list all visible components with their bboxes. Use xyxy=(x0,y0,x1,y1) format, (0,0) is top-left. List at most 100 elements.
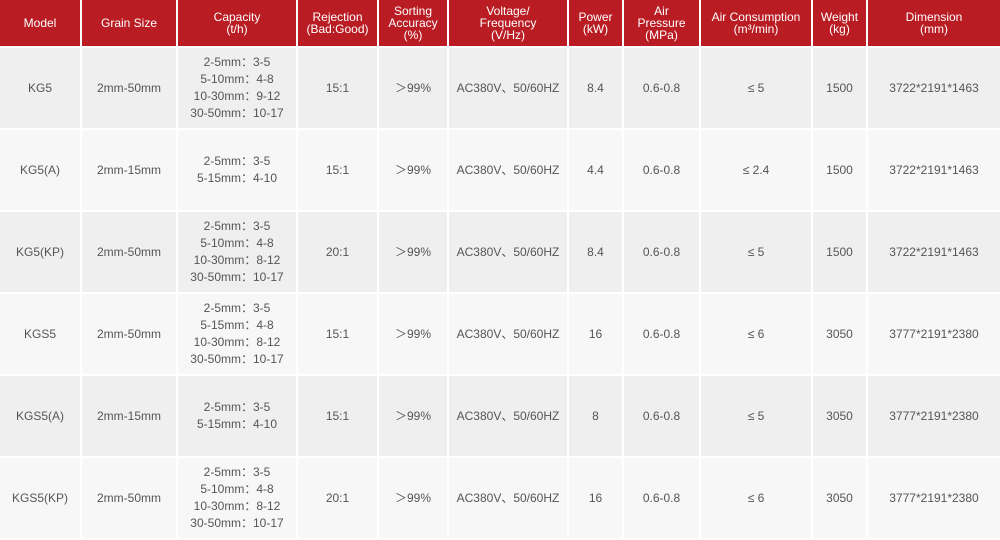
cell-capacity: 2-5mm：3-5 5-15mm：4-10 xyxy=(177,129,298,212)
cell-air-pressure: 0.6-0.8 xyxy=(623,375,701,458)
cell-sorting-accuracy: ＞99% xyxy=(378,47,449,130)
cell-capacity: 2-5mm：3-5 5-10mm：4-8 10-30mm：8-12 30-50mm：1… xyxy=(177,211,298,294)
header-text: Air xyxy=(654,4,669,18)
cell-dimension: 3722*2191*1463 xyxy=(867,129,1000,212)
header-text: (t/h) xyxy=(226,22,248,36)
header-text: (kg) xyxy=(829,22,850,36)
cell-sorting-accuracy: ＞99% xyxy=(378,375,449,458)
header-text: Model xyxy=(23,16,57,30)
header-power: Power (kW) xyxy=(568,0,624,48)
capacity-line: 30-50mm：10-17 xyxy=(190,106,284,120)
header-text: Weight xyxy=(820,10,859,24)
header-text: (Bad:Good) xyxy=(306,22,369,36)
header-text: (m³/min) xyxy=(733,22,779,36)
header-text: (MPa) xyxy=(645,28,678,42)
capacity-line: 10-30mm：8-12 xyxy=(193,499,281,513)
cell-weight: 1500 xyxy=(812,211,868,294)
cell-weight: 3050 xyxy=(812,375,868,458)
cell-weight: 1500 xyxy=(812,129,868,212)
header-grain-size: Grain Size xyxy=(81,0,178,48)
cell-power: 16 xyxy=(568,457,624,540)
cell-air-consumption: ≤ 5 xyxy=(700,211,813,294)
capacity-line: 5-10mm：4-8 xyxy=(200,236,274,250)
cell-grain-size: 2mm-50mm xyxy=(81,293,178,376)
cell-air-pressure: 0.6-0.8 xyxy=(623,211,701,294)
cell-rejection: 15:1 xyxy=(297,47,379,130)
capacity-line: 5-15mm：4-10 xyxy=(196,171,278,185)
cell-air-consumption: ≤ 6 xyxy=(700,457,813,540)
table-row: KGS5 2mm-50mm 2-5mm：3-5 5-15mm：4-8 10-30mm：8… xyxy=(0,293,1000,376)
cell-grain-size: 2mm-15mm xyxy=(81,129,178,212)
cell-air-consumption: ≤ 6 xyxy=(700,293,813,376)
header-dimension: Dimension (mm) xyxy=(867,0,1000,48)
header-text: Voltage/ xyxy=(486,4,530,18)
header-row: Model Grain Size Capacity (t/h) Rejection (Ba… xyxy=(0,0,1000,48)
header-sorting-accuracy: Sorting Accuracy (%) xyxy=(378,0,449,48)
header-model: Model xyxy=(0,0,82,48)
capacity-line: 5-15mm：4-8 xyxy=(200,318,274,332)
header-text: (mm) xyxy=(920,22,948,36)
cell-weight: 3050 xyxy=(812,293,868,376)
cell-power: 4.4 xyxy=(568,129,624,212)
capacity-line: 5-10mm：4-8 xyxy=(200,482,274,496)
header-text: Capacity xyxy=(213,10,261,24)
header-text: Rejection xyxy=(312,10,363,24)
header-voltage-frequency: Voltage/Frequency (V/Hz) xyxy=(448,0,569,48)
cell-capacity: 2-5mm：3-5 5-15mm：4-8 10-30mm：8-12 30-50mm：1… xyxy=(177,293,298,376)
cell-voltage-frequency: AC380V、50/60HZ xyxy=(448,375,569,458)
capacity-line: 10-30mm：8-12 xyxy=(193,335,281,349)
cell-weight: 3050 xyxy=(812,457,868,540)
cell-sorting-accuracy: ＞99% xyxy=(378,129,449,212)
header-air-pressure: Air Pressure (MPa) xyxy=(623,0,701,48)
cell-weight: 1500 xyxy=(812,47,868,130)
header-text: Grain Size xyxy=(100,16,158,30)
cell-capacity: 2-5mm：3-5 5-10mm：4-8 10-30mm：8-12 30-50mm：1… xyxy=(177,457,298,540)
cell-dimension: 3777*2191*2380 xyxy=(867,457,1000,540)
cell-air-consumption: ≤ 5 xyxy=(700,47,813,130)
table-row: KG5 2mm-50mm 2-5mm：3-5 5-10mm：4-8 10-30mm：9-… xyxy=(0,47,1000,130)
header-text: Frequency xyxy=(479,16,537,30)
cell-voltage-frequency: AC380V、50/60HZ xyxy=(448,293,569,376)
cell-grain-size: 2mm-50mm xyxy=(81,211,178,294)
cell-dimension: 3777*2191*2380 xyxy=(867,293,1000,376)
capacity-line: 2-5mm：3-5 xyxy=(203,301,271,315)
table-row: KG5(A) 2mm-15mm 2-5mm：3-5 5-15mm：4-10 15:1 ＞9… xyxy=(0,129,1000,212)
header-rejection: Rejection (Bad:Good) xyxy=(297,0,379,48)
cell-voltage-frequency: AC380V、50/60HZ xyxy=(448,47,569,130)
capacity-line: 30-50mm：10-17 xyxy=(190,270,284,284)
cell-rejection: 20:1 xyxy=(297,211,379,294)
table-row: KG5(KP) 2mm-50mm 2-5mm：3-5 5-10mm：4-8 10-30m… xyxy=(0,211,1000,294)
header-text: Power xyxy=(578,10,613,24)
header-capacity: Capacity (t/h) xyxy=(177,0,298,48)
capacity-line: 30-50mm：10-17 xyxy=(190,352,284,366)
header-weight: Weight (kg) xyxy=(812,0,868,48)
cell-dimension: 3777*2191*2380 xyxy=(867,375,1000,458)
capacity-line: 2-5mm：3-5 xyxy=(203,154,271,168)
cell-voltage-frequency: AC380V、50/60HZ xyxy=(448,457,569,540)
cell-capacity: 2-5mm：3-5 5-10mm：4-8 10-30mm：9-12 30-50mm：1… xyxy=(177,47,298,130)
cell-sorting-accuracy: ＞99% xyxy=(378,457,449,540)
cell-air-pressure: 0.6-0.8 xyxy=(623,129,701,212)
capacity-line: 2-5mm：3-5 xyxy=(203,400,271,414)
capacity-line: 30-50mm：10-17 xyxy=(190,516,284,530)
cell-rejection: 15:1 xyxy=(297,293,379,376)
cell-capacity: 2-5mm：3-5 5-15mm：4-10 xyxy=(177,375,298,458)
capacity-line: 5-10mm：4-8 xyxy=(200,72,274,86)
cell-air-pressure: 0.6-0.8 xyxy=(623,457,701,540)
cell-dimension: 3722*2191*1463 xyxy=(867,211,1000,294)
header-text: Pressure xyxy=(637,16,686,30)
cell-model: KG5(KP) xyxy=(0,211,82,294)
capacity-line: 10-30mm：8-12 xyxy=(193,253,281,267)
cell-rejection: 15:1 xyxy=(297,375,379,458)
table-row: KGS5(A) 2mm-15mm 2-5mm：3-5 5-15mm：4-10 15:1 ＞… xyxy=(0,375,1000,458)
cell-air-consumption: ≤ 5 xyxy=(700,375,813,458)
header-text: (kW) xyxy=(582,22,609,36)
header-text: (%) xyxy=(403,28,423,42)
capacity-line: 5-15mm：4-10 xyxy=(196,417,278,431)
cell-air-consumption: ≤ 2.4 xyxy=(700,129,813,212)
cell-model: KGS5(KP) xyxy=(0,457,82,540)
cell-model: KG5 xyxy=(0,47,82,130)
header-text: Dimension xyxy=(905,10,963,24)
cell-rejection: 20:1 xyxy=(297,457,379,540)
